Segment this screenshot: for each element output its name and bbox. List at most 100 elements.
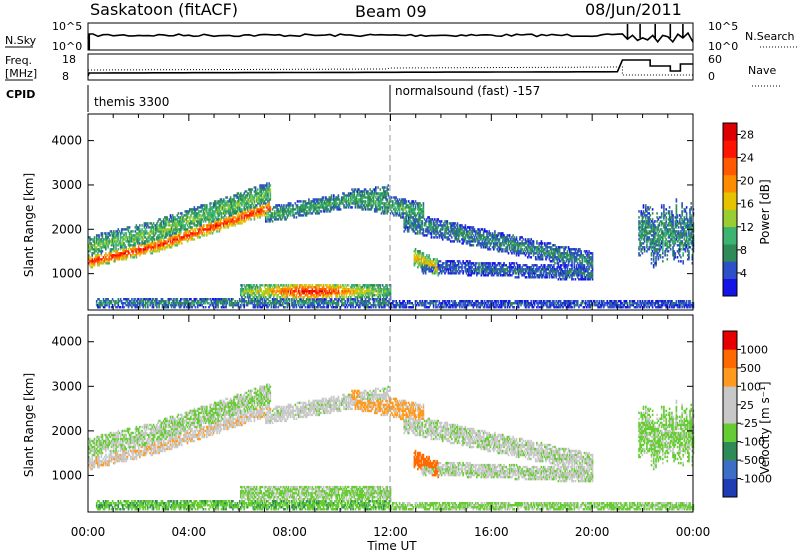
power-cell [369, 192, 371, 195]
power-cell [379, 206, 382, 209]
power-cell [167, 228, 170, 231]
power-cell [275, 206, 277, 209]
power-cell [236, 192, 239, 195]
power-cell [456, 232, 459, 235]
power-cell [440, 272, 443, 275]
power-cell [223, 218, 225, 221]
power-cell [287, 288, 290, 291]
power-cell [354, 196, 357, 199]
power-cell [139, 300, 141, 303]
power-cell [387, 208, 390, 211]
power-cell [422, 234, 425, 237]
power-cell [310, 292, 312, 295]
power-cell [452, 306, 454, 309]
power-cell [376, 208, 378, 211]
power-cell [149, 238, 151, 241]
power-cell [229, 198, 232, 201]
power-cell [395, 202, 398, 205]
power-cell [387, 210, 390, 213]
power-cell [437, 232, 440, 235]
power-cell [255, 214, 258, 217]
power-cell [201, 208, 204, 211]
power-cell [426, 306, 428, 309]
power-cell [448, 304, 451, 307]
power-cell [280, 218, 283, 221]
power-cell [275, 212, 277, 215]
power-cell [377, 300, 379, 303]
power-cell [250, 198, 252, 201]
power-cell [185, 306, 188, 309]
power-cell [277, 286, 280, 289]
power-cell [269, 296, 272, 299]
power-cell [435, 234, 437, 237]
power-cell [228, 212, 231, 215]
power-cell [375, 188, 377, 191]
power-cell [272, 212, 275, 215]
power-cell [455, 268, 458, 271]
power-cell [161, 230, 164, 233]
power-cell [262, 296, 265, 299]
power-cell [124, 238, 126, 241]
power-cell [243, 304, 246, 307]
power-cell [365, 288, 368, 291]
power-cell [424, 260, 427, 263]
power-cell [286, 210, 289, 213]
power-cell [452, 304, 454, 307]
power-cell [217, 214, 219, 217]
power-cell [453, 230, 455, 233]
power-cell [446, 260, 449, 263]
power-cell [257, 192, 259, 195]
power-cell [152, 232, 155, 235]
power-cell [170, 302, 173, 305]
nave-tick-bottom: 0 [708, 70, 715, 83]
power-cell [371, 304, 374, 307]
power-cell [262, 294, 265, 297]
power-cell [373, 288, 376, 291]
power-cell [220, 298, 223, 301]
power-cell [106, 254, 108, 257]
power-cell [312, 204, 315, 207]
power-cell [428, 220, 430, 223]
power-cell [423, 258, 426, 261]
power-cell [149, 246, 151, 249]
power-cell [285, 294, 288, 297]
power-cell [333, 204, 335, 207]
power-cell [289, 204, 292, 207]
power-cell [373, 302, 376, 305]
power-cell [244, 292, 247, 295]
power-cell [108, 242, 111, 245]
power-cell [430, 232, 433, 235]
power-cell [243, 212, 246, 215]
power-cell [347, 298, 350, 301]
power-cell [152, 226, 155, 229]
power-cell [134, 246, 137, 249]
power-cell [165, 224, 167, 227]
power-cell [426, 268, 428, 271]
power-cell [263, 284, 266, 287]
power-cell [302, 200, 305, 203]
power-cell [102, 302, 105, 305]
power-cell [130, 234, 132, 237]
power-cell [158, 304, 160, 307]
power-cell [170, 230, 173, 233]
power-cell [420, 220, 423, 223]
power-cell [382, 306, 385, 309]
power-cell [402, 214, 404, 217]
power-cell [232, 304, 234, 307]
power-cell [139, 250, 141, 253]
power-cell [160, 228, 163, 231]
power-cell [178, 222, 181, 225]
power-cell [400, 202, 402, 205]
power-cell [353, 300, 356, 303]
power-cell [246, 292, 249, 295]
power-cell [203, 212, 206, 215]
power-cell [365, 196, 368, 199]
power-cell [259, 286, 261, 289]
power-cell [101, 246, 104, 249]
power-cell [162, 218, 165, 221]
power-cell [224, 306, 226, 309]
power-cell [420, 256, 423, 259]
power-cell [451, 304, 453, 307]
power-cell [224, 222, 226, 225]
power-cell [443, 224, 445, 227]
